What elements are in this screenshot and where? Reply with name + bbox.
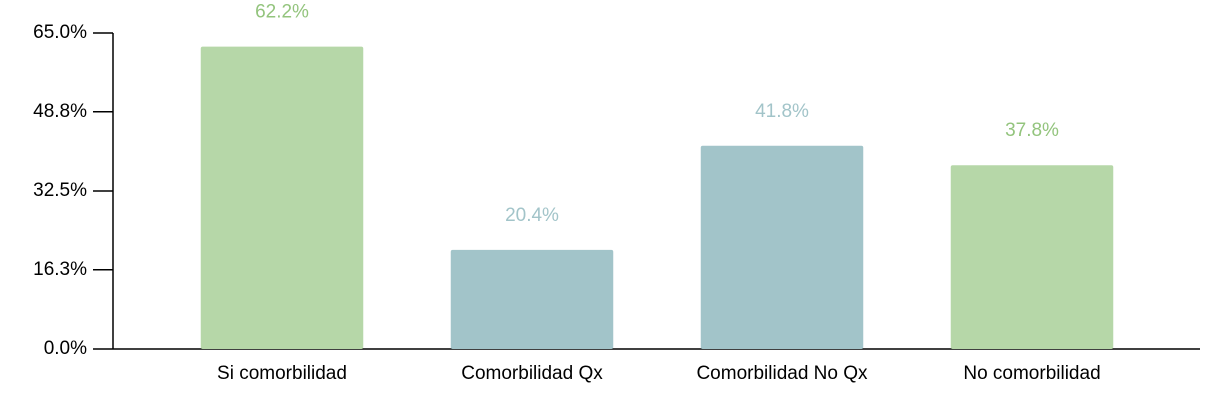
x-tick-label: No comorbilidad	[963, 363, 1100, 384]
y-tick-label: 0.0%	[44, 338, 87, 359]
y-tick-label: 65.0%	[33, 22, 87, 43]
value-label: 62.2%	[255, 2, 309, 23]
x-tick-label: Si comorbilidad	[217, 363, 347, 384]
bar	[450, 249, 614, 349]
y-tick-label: 16.3%	[33, 259, 87, 280]
x-tick-label: Comorbilidad No Qx	[696, 363, 868, 384]
value-label: 20.4%	[505, 205, 559, 226]
bar	[200, 46, 364, 350]
bar	[950, 165, 1114, 349]
bar	[700, 145, 864, 349]
value-label: 37.8%	[1005, 120, 1059, 141]
value-label: 41.8%	[755, 101, 809, 122]
y-tick-label: 48.8%	[33, 101, 87, 122]
y-tick-label: 32.5%	[33, 180, 87, 201]
x-tick-label: Comorbilidad Qx	[461, 363, 603, 384]
